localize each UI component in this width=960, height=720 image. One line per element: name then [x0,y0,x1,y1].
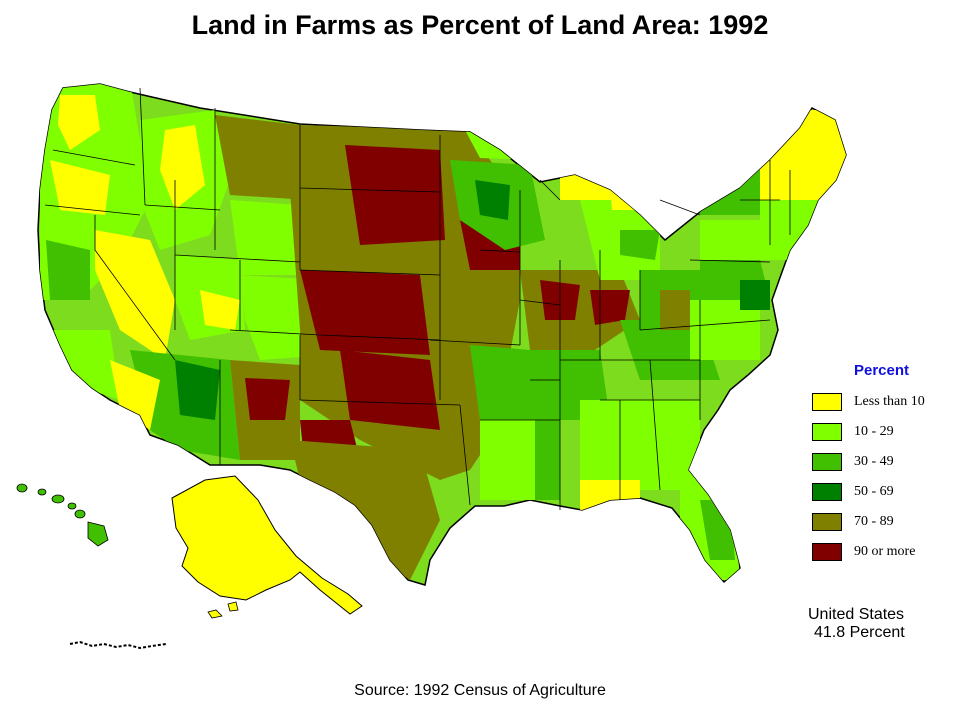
summary-value: 41.8 Percent [814,624,905,641]
farm-share-regions [40,84,846,580]
legend-label: Less than 10 [854,394,925,409]
legend-item: 30 - 49 [812,447,952,477]
state-boundaries [44,87,791,510]
legend-item: 70 - 89 [812,507,952,537]
map-legend: Percent Less than 10 10 - 29 30 - 49 50 … [812,362,952,567]
legend-item: Less than 10 [812,387,952,417]
source-note: Source: 1992 Census of Agriculture [354,682,606,699]
legend-swatch [812,543,842,561]
legend-swatch [812,423,842,441]
legend-label: 50 - 69 [854,484,894,499]
map-title: Land in Farms as Percent of Land Area: 1… [191,10,769,40]
legend-label: 70 - 89 [854,514,894,529]
alaska [69,475,363,650]
legend-swatch [812,483,842,501]
legend-label: 10 - 29 [854,424,894,439]
legend-item: 10 - 29 [812,417,952,447]
us-summary: United States 41.8 Percent [808,606,948,642]
legend-swatch [812,393,842,411]
legend-swatch [812,453,842,471]
legend-swatch [812,513,842,531]
summary-region: United States [808,606,905,623]
legend-label: 30 - 49 [854,454,894,469]
legend-item: 90 or more [812,537,952,567]
hawaii [16,483,109,547]
legend-label: 90 or more [854,544,916,559]
contiguous-us [37,83,847,586]
alaska-islands [207,601,239,619]
legend-item: 50 - 69 [812,477,952,507]
alaska-base [171,475,363,615]
legend-title: Percent [854,362,910,379]
aleutian-islands [69,640,167,650]
